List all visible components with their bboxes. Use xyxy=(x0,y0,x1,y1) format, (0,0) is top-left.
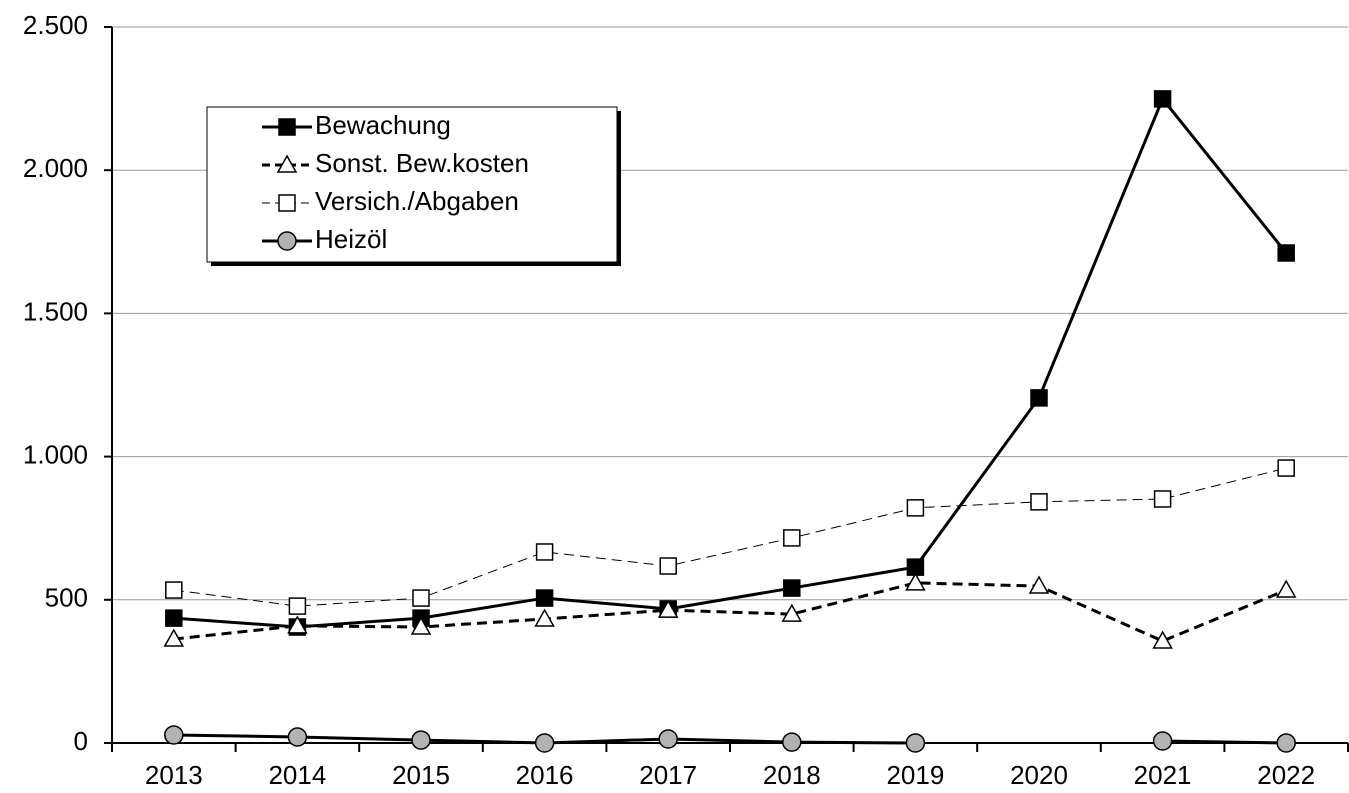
x-tick-label: 2016 xyxy=(516,760,574,790)
marker xyxy=(659,557,677,575)
marker xyxy=(165,609,183,627)
marker xyxy=(1030,389,1048,407)
marker xyxy=(905,572,926,591)
legend-label: Bewachung xyxy=(315,110,451,140)
x-tick-label: 2017 xyxy=(639,760,697,790)
marker xyxy=(534,608,555,627)
x-tick-label: 2020 xyxy=(1010,760,1068,790)
x-tick-label: 2021 xyxy=(1134,760,1192,790)
marker xyxy=(287,727,308,747)
y-tick-label: 500 xyxy=(45,583,88,613)
marker xyxy=(1153,490,1172,508)
x-tick-label: 2013 xyxy=(145,760,203,790)
marker xyxy=(535,589,554,607)
marker xyxy=(1152,731,1173,751)
marker xyxy=(288,597,307,615)
marker xyxy=(906,499,925,517)
legend-label: Sonst. Bew.kosten xyxy=(315,148,529,178)
x-tick-label: 2019 xyxy=(886,760,944,790)
series-line xyxy=(173,581,1287,643)
marker xyxy=(411,730,431,750)
marker xyxy=(534,733,555,753)
x-tick-label: 2022 xyxy=(1257,760,1315,790)
marker xyxy=(782,732,802,752)
marker xyxy=(1152,630,1173,649)
marker xyxy=(163,628,185,647)
marker xyxy=(1276,733,1296,753)
marker xyxy=(781,603,803,622)
marker xyxy=(905,733,926,753)
marker xyxy=(1028,575,1050,594)
marker xyxy=(1277,459,1295,477)
marker xyxy=(412,589,430,607)
marker xyxy=(535,543,554,561)
series-line xyxy=(173,467,1287,607)
x-tick-label: 2015 xyxy=(392,760,450,790)
marker xyxy=(287,615,308,634)
marker xyxy=(657,599,679,618)
marker xyxy=(783,579,801,597)
marker xyxy=(1275,579,1297,598)
marker xyxy=(1277,244,1295,262)
marker xyxy=(278,194,296,212)
marker xyxy=(278,118,296,136)
marker xyxy=(164,725,184,745)
marker xyxy=(1153,90,1172,108)
legend-label: Heizöl xyxy=(315,224,387,254)
marker xyxy=(277,231,297,251)
marker xyxy=(165,581,183,599)
x-tick-label: 2014 xyxy=(268,760,326,790)
series-line xyxy=(173,733,1287,745)
legend: Bewachung Sonst. Bew.kosten Versich./Abgab… xyxy=(206,106,621,266)
series-line xyxy=(173,95,1288,629)
legend-box xyxy=(206,106,618,263)
marker xyxy=(410,616,432,635)
x-tick-label: 2018 xyxy=(763,760,821,790)
marker xyxy=(658,729,678,749)
y-tick-label: 2.000 xyxy=(23,153,88,183)
marker xyxy=(783,529,801,547)
y-tick-label: 1.000 xyxy=(23,439,88,469)
y-tick-label: 1.500 xyxy=(23,296,88,326)
marker xyxy=(1030,493,1048,511)
y-tick-label: 2.500 xyxy=(23,10,88,40)
legend-label: Versich./Abgaben xyxy=(315,186,519,216)
marker xyxy=(276,154,298,173)
y-tick-label: 0 xyxy=(74,726,88,756)
